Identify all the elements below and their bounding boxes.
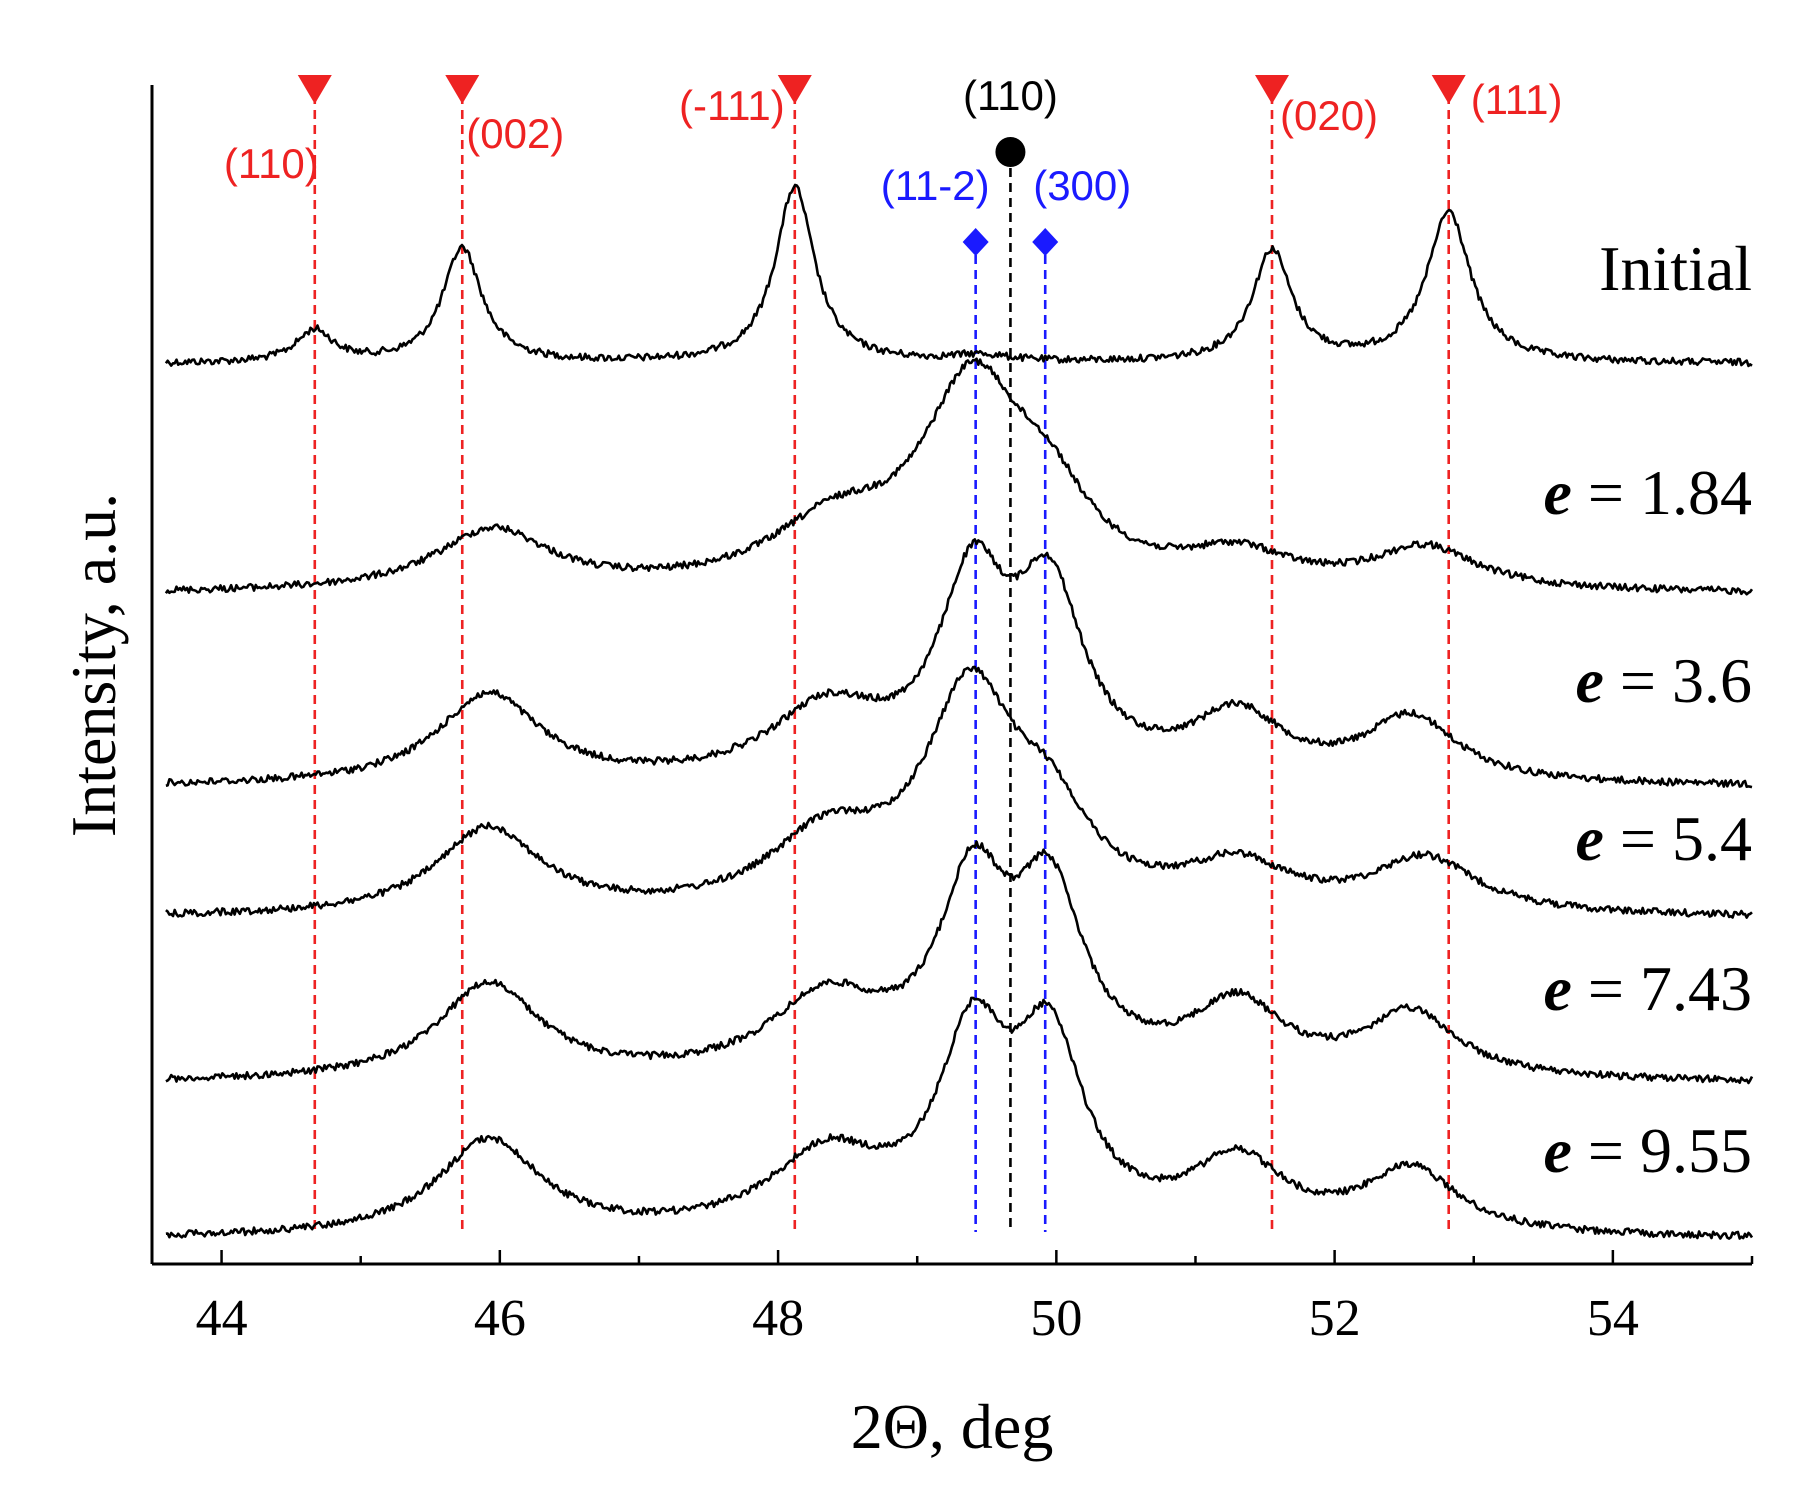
reference-label-red: (020) [1280, 92, 1378, 139]
y-axis-label: Intensity, a.u. [58, 493, 129, 837]
trace-series-4 [165, 840, 1754, 1085]
x-tick-label: 44 [196, 1290, 248, 1347]
trace-series-3 [165, 665, 1753, 919]
series-label: e = 9.55 [1544, 1115, 1753, 1186]
reference-label-red: (110) [224, 140, 319, 187]
series-label: e = 3.6 [1576, 645, 1753, 716]
x-tick-label: 50 [1030, 1290, 1082, 1347]
circle-marker-icon [995, 137, 1026, 167]
series-label: e = 5.4 [1576, 803, 1753, 874]
trace-series-2 [165, 538, 1753, 789]
x-tick-label: 46 [474, 1290, 526, 1347]
diamond-marker-icon [962, 228, 989, 256]
reference-markers-layer: (110) (002) (-111) (020) (111) (11-2) (300) (11… [224, 72, 1563, 256]
axes-layer [150, 85, 1752, 1266]
x-ticks-layer: 44 46 48 50 52 54 [196, 1250, 1754, 1347]
series-label: e = 7.43 [1544, 953, 1753, 1024]
x-axis-label: 2Θ, deg [851, 1391, 1054, 1462]
triangle-marker-icon [445, 75, 480, 104]
triangle-marker-icon [777, 75, 812, 104]
series-labels-layer: Initial e = 1.84 e = 3.6 e = 5.4 e = 7.43 e =… [1544, 233, 1753, 1186]
reference-lines-layer [313, 95, 1450, 1232]
reference-label-black: (110) [963, 72, 1058, 119]
trace-series-1 [164, 357, 1754, 596]
triangle-marker-icon [1431, 75, 1466, 104]
x-tick-label: 48 [752, 1290, 804, 1347]
diamond-marker-icon [1032, 228, 1059, 256]
x-tick-label: 52 [1309, 1290, 1361, 1347]
traces-layer [164, 183, 1754, 1240]
reference-label-red: (-111) [679, 82, 785, 129]
x-tick-label: 54 [1587, 1290, 1639, 1347]
series-label: Initial [1599, 233, 1752, 304]
reference-label-red: (002) [466, 110, 564, 157]
trace-series-5 [165, 996, 1754, 1240]
reference-label-blue: (300) [1033, 162, 1131, 209]
triangle-marker-icon [297, 75, 332, 104]
triangle-marker-icon [1255, 75, 1289, 104]
trace-series-0 [164, 183, 1753, 368]
series-label: e = 1.84 [1544, 457, 1753, 528]
reference-label-red: (111) [1471, 76, 1563, 123]
reference-label-blue: (11-2) [881, 162, 990, 209]
